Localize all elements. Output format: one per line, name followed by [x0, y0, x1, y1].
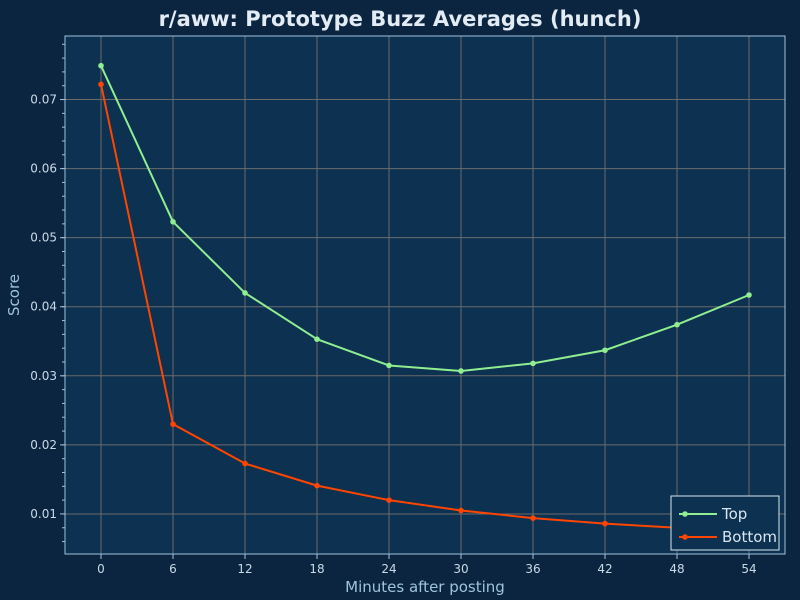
x-tick-label: 48 [669, 562, 684, 576]
x-tick-label: 54 [741, 562, 756, 576]
x-axis-label: Minutes after posting [345, 578, 505, 596]
plot-area [65, 36, 785, 554]
legend-label: Top [721, 505, 747, 523]
x-tick-label: 30 [453, 562, 468, 576]
x-tick-label: 6 [169, 562, 177, 576]
data-point-bottom [602, 520, 608, 527]
data-point-top [602, 347, 608, 354]
data-point-top [170, 218, 176, 225]
y-tick-label: 0.02 [30, 438, 57, 452]
data-point-top [530, 360, 536, 367]
legend-label: Bottom [722, 528, 777, 546]
x-tick-label: 0 [97, 562, 105, 576]
y-tick-label: 0.04 [30, 300, 57, 314]
data-point-top [458, 368, 464, 374]
chart-title: r/aww: Prototype Buzz Averages (hunch) [159, 7, 642, 31]
data-point-bottom [530, 515, 536, 521]
data-point-bottom [314, 482, 320, 489]
data-point-bottom [170, 421, 176, 427]
legend-box [670, 495, 780, 551]
data-point-top [98, 62, 104, 69]
data-point-bottom [458, 507, 464, 514]
x-tick-label: 36 [525, 562, 540, 576]
axes: 0 6 12 18 24 30 36 42 48 54 0.01 0.02 0.03 0.04 0.05 0.… [30, 35, 786, 576]
data-point-bottom [386, 497, 392, 503]
data-point-bottom [98, 81, 104, 88]
y-tick-label: 0.07 [30, 93, 57, 107]
data-point-top [386, 362, 392, 369]
y-tick-label: 0.06 [30, 162, 57, 176]
x-tick-label: 18 [309, 562, 324, 576]
legend: Top Bottom [670, 495, 780, 551]
plot-frame [64, 35, 786, 555]
y-tick-label: 0.03 [30, 369, 57, 383]
series-line-top [100, 65, 750, 372]
x-tick-label: 42 [597, 562, 612, 576]
y-tick-label: 0.01 [30, 507, 57, 521]
data-point-top [314, 336, 320, 343]
y-axis-label: Score [5, 274, 23, 316]
data-point-bottom [242, 460, 248, 467]
grid [65, 36, 785, 554]
x-tick-label: 24 [381, 562, 396, 576]
y-tick-label: 0.05 [30, 231, 57, 245]
x-tick-label: 12 [237, 562, 252, 576]
legend-marker [682, 511, 688, 517]
data-point-top [242, 290, 248, 296]
legend-marker [682, 534, 688, 540]
data-point-top [674, 321, 680, 328]
series-line-bottom [100, 84, 750, 533]
data-point-top [746, 292, 752, 298]
